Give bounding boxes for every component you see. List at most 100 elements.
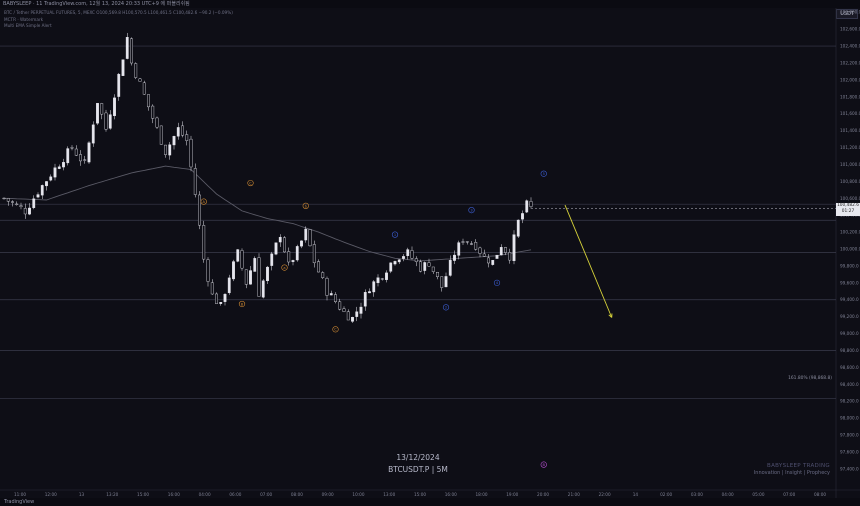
candle-body <box>355 311 359 317</box>
candle-body <box>342 308 346 312</box>
time-tick-label: 16:00 <box>168 492 180 497</box>
candle-body <box>159 125 163 145</box>
price-tick-label: 102,000.0 <box>840 77 860 82</box>
candle-body <box>219 302 223 304</box>
wave-label: B <box>540 461 547 468</box>
wave-label: 3 <box>468 207 475 214</box>
candle-body <box>2 197 6 200</box>
candle-body <box>334 294 337 302</box>
candle-body <box>232 261 235 280</box>
time-tick-label: 15:00 <box>137 492 149 497</box>
candle-body <box>287 251 291 263</box>
wave-label: 2 <box>442 304 450 311</box>
candle-body <box>53 167 57 178</box>
wave-label-circle <box>302 202 309 209</box>
time-tick-label: 19:00 <box>506 492 518 497</box>
wave-label-text: C <box>249 181 252 185</box>
candle-body <box>423 262 427 271</box>
candle-body <box>376 277 380 284</box>
candle-body <box>253 258 257 272</box>
candle-body <box>474 242 478 250</box>
candle-body <box>436 272 439 277</box>
candle-body <box>274 242 278 255</box>
candle-body <box>457 242 461 256</box>
time-tick-label: 20:00 <box>537 492 549 497</box>
candle-body <box>19 205 23 208</box>
price-tick-label: 100,200.0 <box>840 230 860 235</box>
candle-body <box>215 293 218 304</box>
candle-body <box>40 185 44 196</box>
candle-body <box>402 256 405 259</box>
chart-grid <box>0 8 860 498</box>
indicator-line-watermark[interactable]: MCTR · Watermark <box>4 16 44 22</box>
time-tick-label: 04:00 <box>722 492 734 497</box>
wave-label: A <box>200 198 207 205</box>
candle-body <box>440 276 444 288</box>
candle-body <box>453 254 456 261</box>
wave-label-circle <box>247 179 254 187</box>
candle-body <box>138 78 142 82</box>
wave-label-text: 5 <box>543 172 545 176</box>
candle-body <box>385 272 388 280</box>
candle-body <box>189 138 193 168</box>
indicator-legend: BTC / Tether PERPETUAL FUTURES, 5, MEXC … <box>4 10 233 30</box>
bar-countdown: 01:27 <box>841 209 855 215</box>
candle-body <box>125 37 129 59</box>
candle-body <box>108 114 112 129</box>
currency-badge[interactable]: USDT <box>836 9 858 19</box>
brand-block: BABYSLEEP TRADING Innovation | Insight |… <box>754 463 830 477</box>
candle-body <box>521 213 524 220</box>
window-title: BABYSLEEP · 11 TradingView.com, 12월 13, … <box>3 1 190 7</box>
candle-body <box>23 208 27 215</box>
projection-arrow[interactable] <box>564 204 613 318</box>
candle-body <box>36 194 40 198</box>
price-tick-label: 102,400.0 <box>840 44 860 49</box>
price-tick-label: 101,800.0 <box>840 94 860 99</box>
price-tick-label: 100,000.0 <box>840 247 860 252</box>
candle-body <box>470 243 473 245</box>
wave-label-text: 3 <box>470 209 472 213</box>
time-tick-label: 18:00 <box>475 492 487 497</box>
wave-label-circle <box>238 300 246 308</box>
candle-body <box>308 229 312 247</box>
tradingview-logo[interactable]: TradingView <box>4 499 35 505</box>
candle-body <box>227 277 231 294</box>
candle-body <box>317 261 320 273</box>
candle-body <box>478 247 482 254</box>
price-tick-label: 99,200.0 <box>840 314 859 319</box>
candle-body <box>28 207 31 215</box>
time-axis[interactable]: 11:00 12:00 13 13:20 15:00 16:00 04:00 06:00 07:… <box>14 492 826 497</box>
candle-body <box>198 194 201 226</box>
indicator-line-ema[interactable]: Multi EMA Simple Alert <box>4 23 52 28</box>
candle-body <box>397 259 401 263</box>
candle-body <box>176 127 180 137</box>
candle-body <box>380 278 384 280</box>
wave-label-text: a <box>283 266 285 270</box>
price-axis[interactable]: 102,800.0 102,600.0 102,400.0 102,200.0 102,… <box>840 10 860 472</box>
candle-body <box>181 125 184 136</box>
candle-body <box>257 257 261 297</box>
current-price-tag: 100,482.6 01:27 <box>836 203 860 217</box>
symbol-ohlc-line[interactable]: BTC / Tether PERPETUAL FUTURES, 5, MEXC … <box>4 10 233 15</box>
candle-body <box>134 63 138 78</box>
candle-body <box>113 97 116 117</box>
wave-label-circle <box>540 170 547 177</box>
time-tick-label: 02:00 <box>660 492 672 497</box>
time-tick-label: 15:00 <box>414 492 426 497</box>
brand-name: BABYSLEEP TRADING <box>767 463 830 469</box>
candle-body <box>66 148 70 164</box>
time-tick-label: 13 <box>79 492 85 497</box>
symbol-watermark: 13/12/2024 BTCUSDT.P | 5M <box>0 452 836 476</box>
candle-body <box>100 103 104 115</box>
wave-label-circle <box>200 198 207 205</box>
wave-label: C <box>247 179 254 187</box>
candle-body <box>487 257 490 264</box>
price-tick-label: 101,400.0 <box>840 128 860 133</box>
candle-body <box>223 294 227 302</box>
price-tick-label: 98,800.0 <box>840 348 859 353</box>
price-chart[interactable]: A B Ca b C 1 2 3 4 5 B 102,800.0 102,600.0 102,400.0… <box>0 8 860 498</box>
time-tick-label: 07:00 <box>783 492 795 497</box>
time-tick-label: 08:00 <box>814 492 826 497</box>
candle-body <box>142 82 146 95</box>
candle-body <box>525 200 529 213</box>
